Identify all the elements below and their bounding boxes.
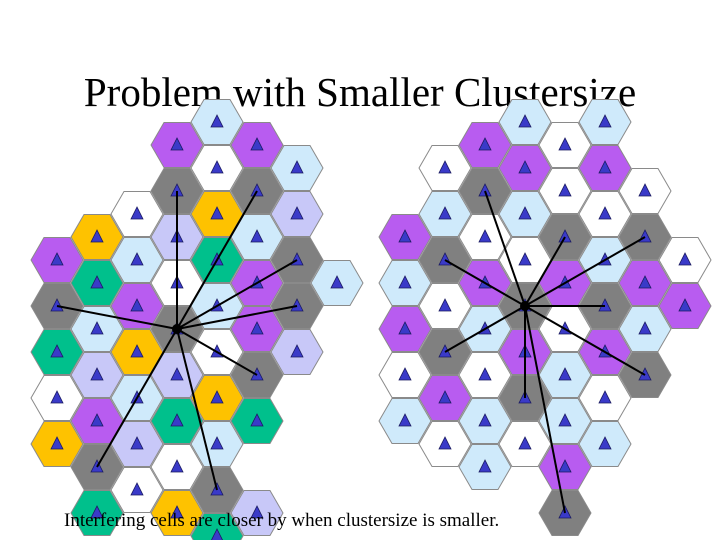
right-base-station-icon (598, 436, 612, 450)
right-base-station-icon (598, 206, 612, 220)
left-base-station-icon (210, 206, 224, 220)
right-base-station-icon (518, 206, 532, 220)
left-base-station-icon (130, 482, 144, 496)
right-base-station-icon (438, 206, 452, 220)
right-base-station-icon (398, 413, 412, 427)
right-base-station-icon (678, 252, 692, 266)
right-base-station-icon (478, 459, 492, 473)
right-base-station-icon (558, 183, 572, 197)
left-base-station-icon (170, 137, 184, 151)
right-base-station-icon (438, 160, 452, 174)
right-base-station-icon (558, 229, 572, 243)
left-center-node (172, 324, 182, 334)
right-base-station-icon (398, 367, 412, 381)
left-base-station-icon (50, 390, 64, 404)
right-center-node (520, 301, 530, 311)
left-base-station-icon (50, 252, 64, 266)
right-base-station-icon (478, 413, 492, 427)
left-base-station-icon (250, 413, 264, 427)
slide-caption: Interfering cells are closer by when clu… (64, 510, 500, 531)
left-base-station-icon (250, 183, 264, 197)
right-base-station-icon (438, 436, 452, 450)
right-base-station-icon (478, 137, 492, 151)
left-base-station-icon (290, 298, 304, 312)
left-base-station-icon (211, 528, 223, 540)
right-base-station-icon (518, 436, 532, 450)
right-base-station-icon (438, 390, 452, 404)
right-base-station-icon (638, 183, 652, 197)
right-base-station-icon (398, 275, 412, 289)
right-interference-line (444, 259, 526, 307)
left-base-station-icon (170, 413, 184, 427)
right-base-station-icon (398, 229, 412, 243)
left-base-station-icon (250, 229, 264, 243)
right-base-station-icon (518, 160, 532, 174)
right-base-station-icon (558, 459, 572, 473)
right-base-station-icon (518, 114, 532, 128)
left-base-station-icon (130, 298, 144, 312)
right-base-station-icon (478, 183, 492, 197)
left-interference-line (176, 190, 258, 330)
right-base-station-icon (598, 390, 612, 404)
left-base-station-icon (130, 344, 144, 358)
left-base-station-icon (210, 390, 224, 404)
left-base-station-icon (210, 436, 224, 450)
left-interference-line (96, 328, 178, 468)
left-base-station-icon (50, 436, 64, 450)
right-base-station-icon (638, 321, 652, 335)
left-base-station-icon (90, 367, 104, 381)
left-base-station-icon (130, 436, 144, 450)
left-interference-line (176, 328, 218, 491)
right-interference-line (524, 305, 646, 376)
left-base-station-icon (250, 505, 264, 519)
left-base-station-icon (210, 114, 224, 128)
right-base-station-icon (598, 114, 612, 128)
right-interference-line (524, 236, 646, 307)
left-interference-line (176, 259, 298, 330)
left-base-station-icon (290, 160, 304, 174)
left-interference-line (176, 328, 258, 376)
left-base-station-icon (250, 137, 264, 151)
left-diagram-cluster-7 (30, 99, 364, 540)
left-base-station-icon (290, 206, 304, 220)
left-base-station-icon (290, 344, 304, 358)
left-base-station-icon (250, 321, 264, 335)
right-base-station-icon (518, 252, 532, 266)
left-base-station-icon (50, 344, 64, 358)
left-base-station-icon (90, 275, 104, 289)
right-base-station-icon (478, 229, 492, 243)
left-base-station-icon (170, 367, 184, 381)
right-interference-line (484, 190, 526, 307)
right-base-station-icon (638, 275, 652, 289)
left-base-station-icon (210, 160, 224, 174)
left-base-station-icon (330, 275, 344, 289)
right-interference-line (444, 305, 526, 353)
left-base-station-icon (170, 505, 184, 519)
left-interference-line (176, 305, 298, 330)
left-hex-cell (190, 513, 244, 540)
left-base-station-icon (170, 459, 184, 473)
left-base-station-icon (50, 298, 64, 312)
left-base-station-icon (90, 413, 104, 427)
left-base-station-icon (130, 206, 144, 220)
left-interference-line (56, 305, 178, 330)
right-base-station-icon (478, 367, 492, 381)
right-base-station-icon (558, 413, 572, 427)
left-base-station-icon (90, 505, 104, 519)
right-interference-line (524, 305, 566, 514)
right-base-station-icon (678, 298, 692, 312)
right-base-station-icon (438, 298, 452, 312)
right-base-station-icon (398, 321, 412, 335)
left-base-station-icon (90, 229, 104, 243)
left-base-station-icon (130, 252, 144, 266)
right-base-station-icon (558, 367, 572, 381)
slide-title: Problem with Smaller Clustersize (83, 69, 637, 115)
right-interference-line (524, 236, 566, 307)
left-base-station-icon (90, 321, 104, 335)
right-base-station-icon (598, 160, 612, 174)
right-base-station-icon (558, 137, 572, 151)
right-interference-lines (444, 190, 646, 514)
left-interference-lines (56, 190, 298, 491)
